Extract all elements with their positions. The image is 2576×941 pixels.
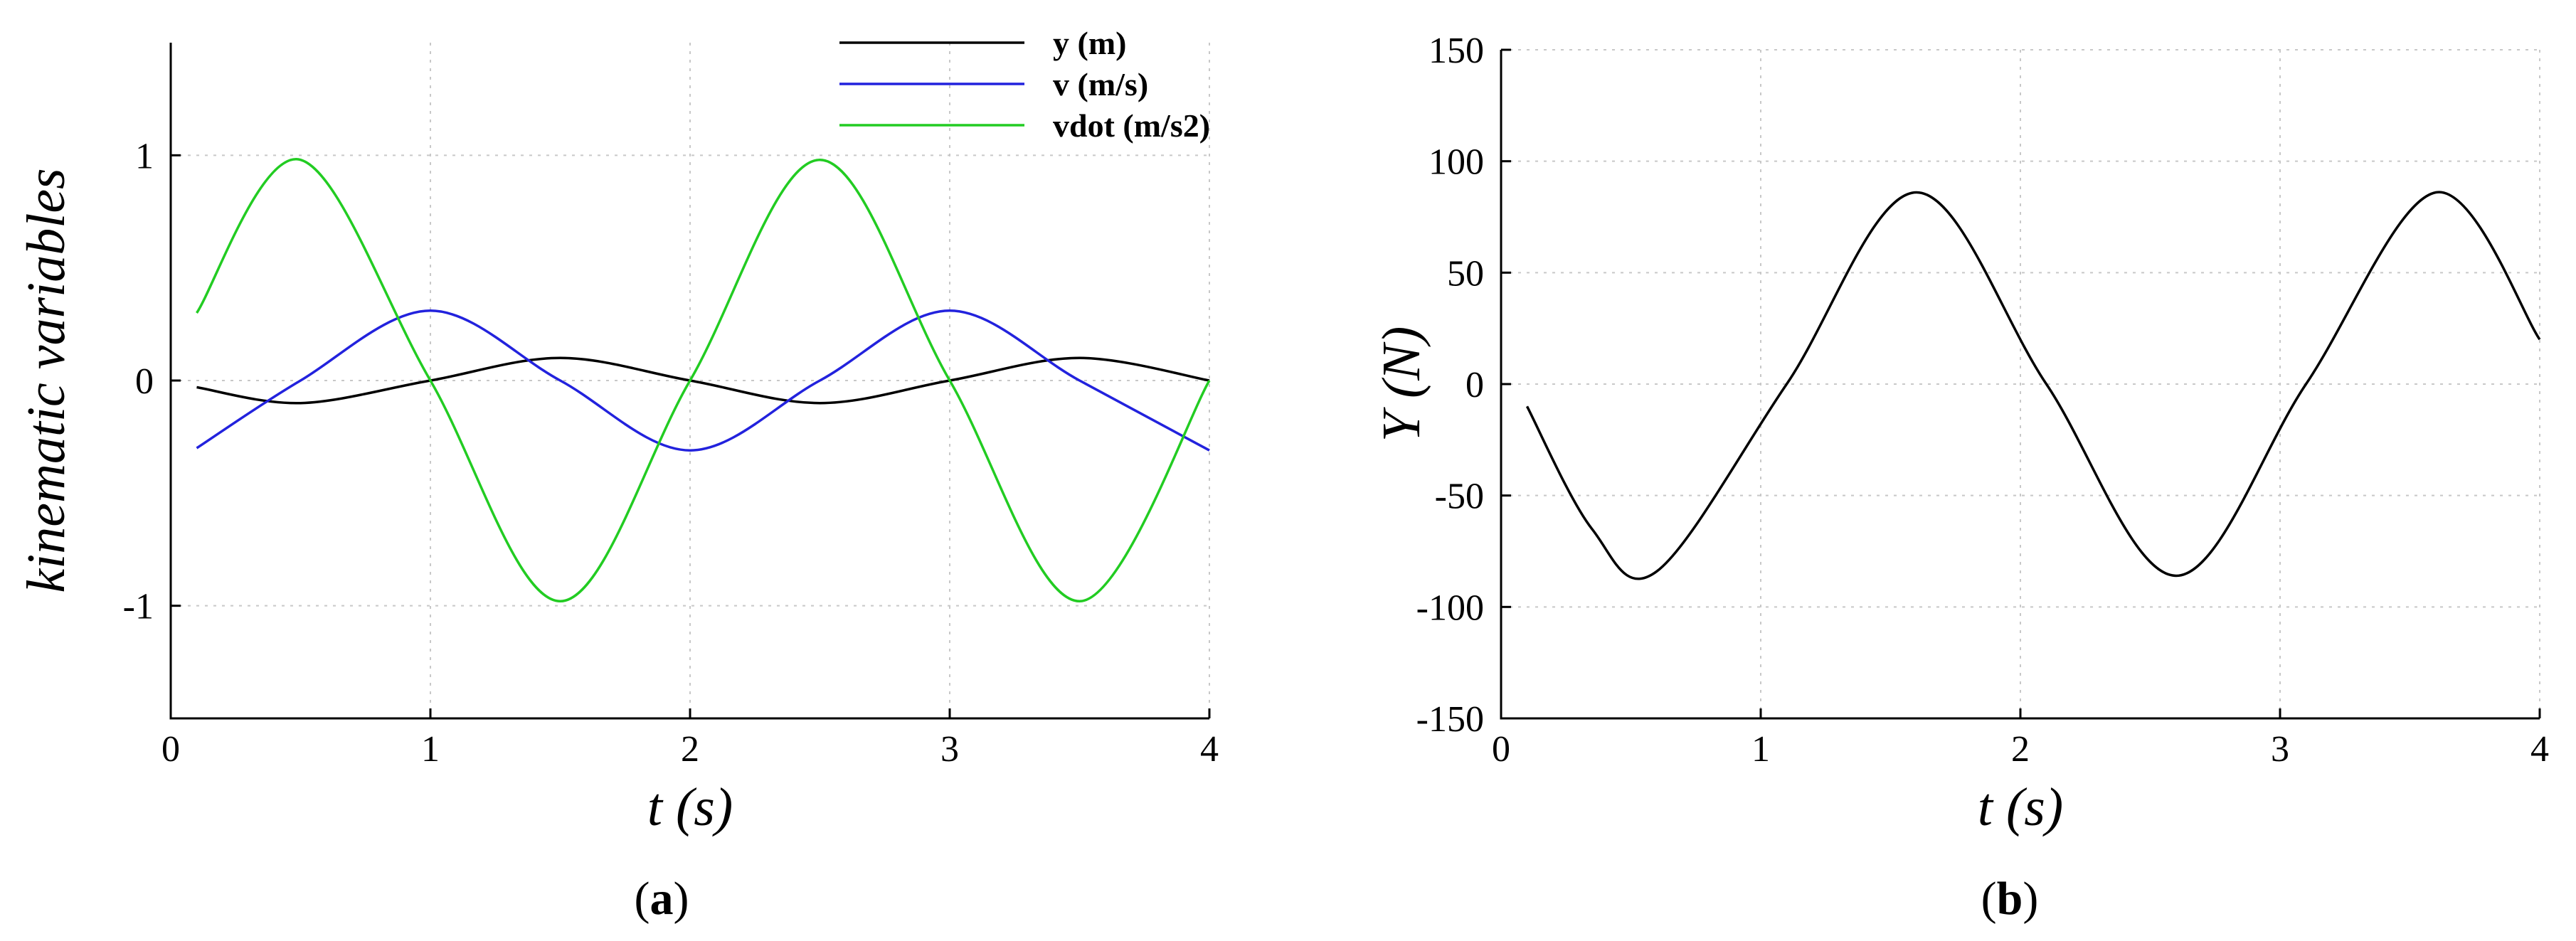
x-axis-label: t (s) bbox=[647, 777, 733, 837]
panel-label: (b) bbox=[1981, 873, 2039, 925]
y-axis-label: kinematic variables bbox=[16, 168, 76, 592]
y-tick-label: -50 bbox=[1435, 477, 1484, 517]
series-line-1 bbox=[196, 309, 1210, 452]
chart-panel-a: 0 1 2 3 4 -1 0 1 t (s) kinematic variables (a) y (m… bbox=[16, 25, 1219, 925]
y-tick-label: -100 bbox=[1416, 588, 1484, 628]
legend-entry: y (m) bbox=[1053, 25, 1126, 61]
y-tick-label: 0 bbox=[135, 361, 154, 402]
y-tick-label: 0 bbox=[1465, 365, 1484, 405]
x-tick-label: 2 bbox=[2011, 729, 2030, 770]
panel-label: (a) bbox=[635, 873, 689, 925]
series-line-0 bbox=[196, 356, 1210, 405]
series-line-2 bbox=[196, 158, 1211, 603]
y-tick-label: 50 bbox=[1447, 253, 1484, 294]
y-tick-label: -1 bbox=[123, 587, 154, 627]
y-tick-label: 1 bbox=[135, 136, 154, 176]
x-tick-label: 0 bbox=[1492, 729, 1510, 770]
x-tick-label: 4 bbox=[2530, 729, 2549, 770]
legend-entry: vdot (m/s2) bbox=[1053, 107, 1210, 144]
legend-entry: v (m/s) bbox=[1053, 66, 1148, 102]
x-tick-label: 3 bbox=[2271, 729, 2289, 770]
x-axis-label: t (s) bbox=[1978, 777, 2063, 837]
y-axis-label: Y (N) bbox=[1372, 326, 1431, 442]
x-tick-label: 1 bbox=[1751, 729, 1770, 770]
series-line-0 bbox=[1525, 191, 2541, 580]
chart-panel-b: 0 1 2 3 4 -150 -100 -50 0 50 100 150 t (s) Y (N) (b) bbox=[1372, 31, 2549, 925]
y-tick-label: 150 bbox=[1429, 31, 1484, 71]
x-tick-label: 4 bbox=[1200, 729, 1219, 770]
x-tick-label: 3 bbox=[940, 729, 959, 770]
x-tick-label: 2 bbox=[681, 729, 699, 770]
y-tick-label: 100 bbox=[1429, 142, 1484, 183]
y-tick-label: -150 bbox=[1416, 699, 1484, 740]
x-tick-label: 0 bbox=[161, 729, 180, 770]
x-tick-label: 1 bbox=[421, 729, 440, 770]
